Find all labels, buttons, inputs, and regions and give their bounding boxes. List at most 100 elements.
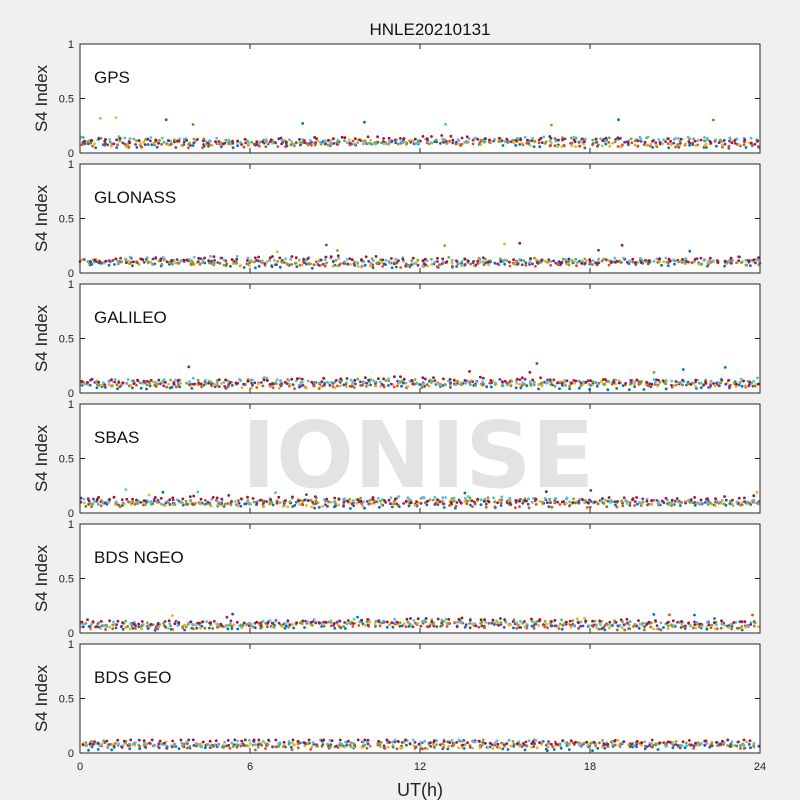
data-point — [413, 504, 417, 507]
data-point — [157, 141, 161, 145]
data-point — [222, 263, 226, 267]
data-point — [107, 383, 111, 386]
data-point — [610, 500, 614, 504]
data-point — [639, 137, 643, 141]
data-point — [566, 622, 570, 626]
data-point — [658, 380, 662, 384]
data-point — [674, 137, 677, 140]
data-point — [360, 618, 363, 622]
data-point — [409, 617, 412, 620]
data-point — [281, 745, 285, 748]
data-point — [323, 383, 326, 387]
data-point — [636, 144, 640, 148]
data-point — [393, 617, 396, 621]
data-point — [108, 619, 111, 623]
data-point — [161, 490, 165, 494]
data-point — [139, 142, 143, 146]
data-point — [518, 626, 521, 629]
data-point — [158, 739, 162, 743]
data-point — [410, 263, 413, 267]
data-point — [423, 385, 426, 388]
data-point — [727, 379, 730, 382]
data-point — [643, 140, 647, 144]
data-point — [688, 249, 692, 253]
data-point — [744, 263, 748, 267]
data-point — [684, 142, 687, 146]
data-point — [693, 613, 696, 617]
scatter-points — [79, 488, 761, 510]
data-point — [670, 142, 673, 146]
data-point — [593, 619, 597, 623]
scatter-points — [80, 116, 761, 150]
data-point — [749, 264, 752, 267]
data-point — [600, 499, 603, 503]
data-point — [314, 621, 318, 625]
data-point — [723, 741, 726, 744]
data-point — [352, 617, 356, 621]
data-point — [715, 381, 718, 385]
data-point — [548, 378, 552, 382]
data-point — [715, 499, 719, 503]
data-point — [252, 500, 256, 504]
data-point — [664, 256, 668, 260]
data-point — [680, 623, 684, 627]
data-point — [449, 381, 452, 385]
data-point — [512, 141, 516, 145]
data-point — [376, 135, 379, 139]
data-point — [564, 501, 568, 505]
data-point — [393, 497, 397, 501]
data-point — [103, 383, 107, 386]
data-point — [244, 502, 248, 506]
data-point — [136, 378, 139, 382]
data-point — [525, 744, 529, 748]
data-point — [591, 143, 594, 147]
data-point — [382, 377, 385, 381]
data-point — [246, 140, 250, 144]
data-point — [516, 742, 519, 745]
data-point — [129, 738, 133, 742]
data-point — [116, 619, 120, 623]
data-point — [316, 139, 320, 143]
data-point — [534, 497, 538, 501]
data-point — [419, 139, 422, 143]
data-point — [598, 741, 601, 745]
data-point — [726, 738, 730, 742]
y-tick-label: 0 — [68, 508, 74, 520]
data-point — [278, 265, 282, 269]
data-point — [735, 626, 739, 630]
data-point — [251, 383, 254, 387]
data-point — [604, 139, 608, 143]
data-point — [742, 744, 746, 747]
data-point — [425, 383, 429, 387]
data-point — [511, 138, 515, 142]
data-point — [663, 381, 666, 385]
data-point — [351, 139, 355, 143]
data-point — [278, 256, 282, 260]
data-point — [540, 141, 544, 145]
data-point — [440, 499, 444, 503]
data-point — [293, 387, 296, 391]
data-point — [421, 259, 425, 263]
data-point — [416, 622, 420, 625]
data-point — [493, 741, 497, 745]
data-point — [116, 387, 119, 391]
data-point — [641, 497, 645, 501]
data-point — [564, 257, 567, 261]
data-point — [300, 621, 304, 625]
data-point — [98, 383, 101, 387]
data-point — [174, 146, 178, 149]
data-point — [576, 379, 580, 383]
data-point — [177, 262, 181, 265]
data-point — [328, 384, 332, 387]
data-point — [706, 501, 710, 505]
data-point — [265, 260, 269, 264]
data-point — [448, 378, 452, 381]
data-point — [693, 620, 696, 624]
data-point — [424, 617, 428, 620]
data-point — [383, 499, 386, 502]
data-point — [413, 741, 417, 744]
data-point — [603, 628, 607, 632]
data-point — [113, 378, 117, 381]
data-point — [537, 141, 541, 145]
data-point — [106, 745, 110, 748]
